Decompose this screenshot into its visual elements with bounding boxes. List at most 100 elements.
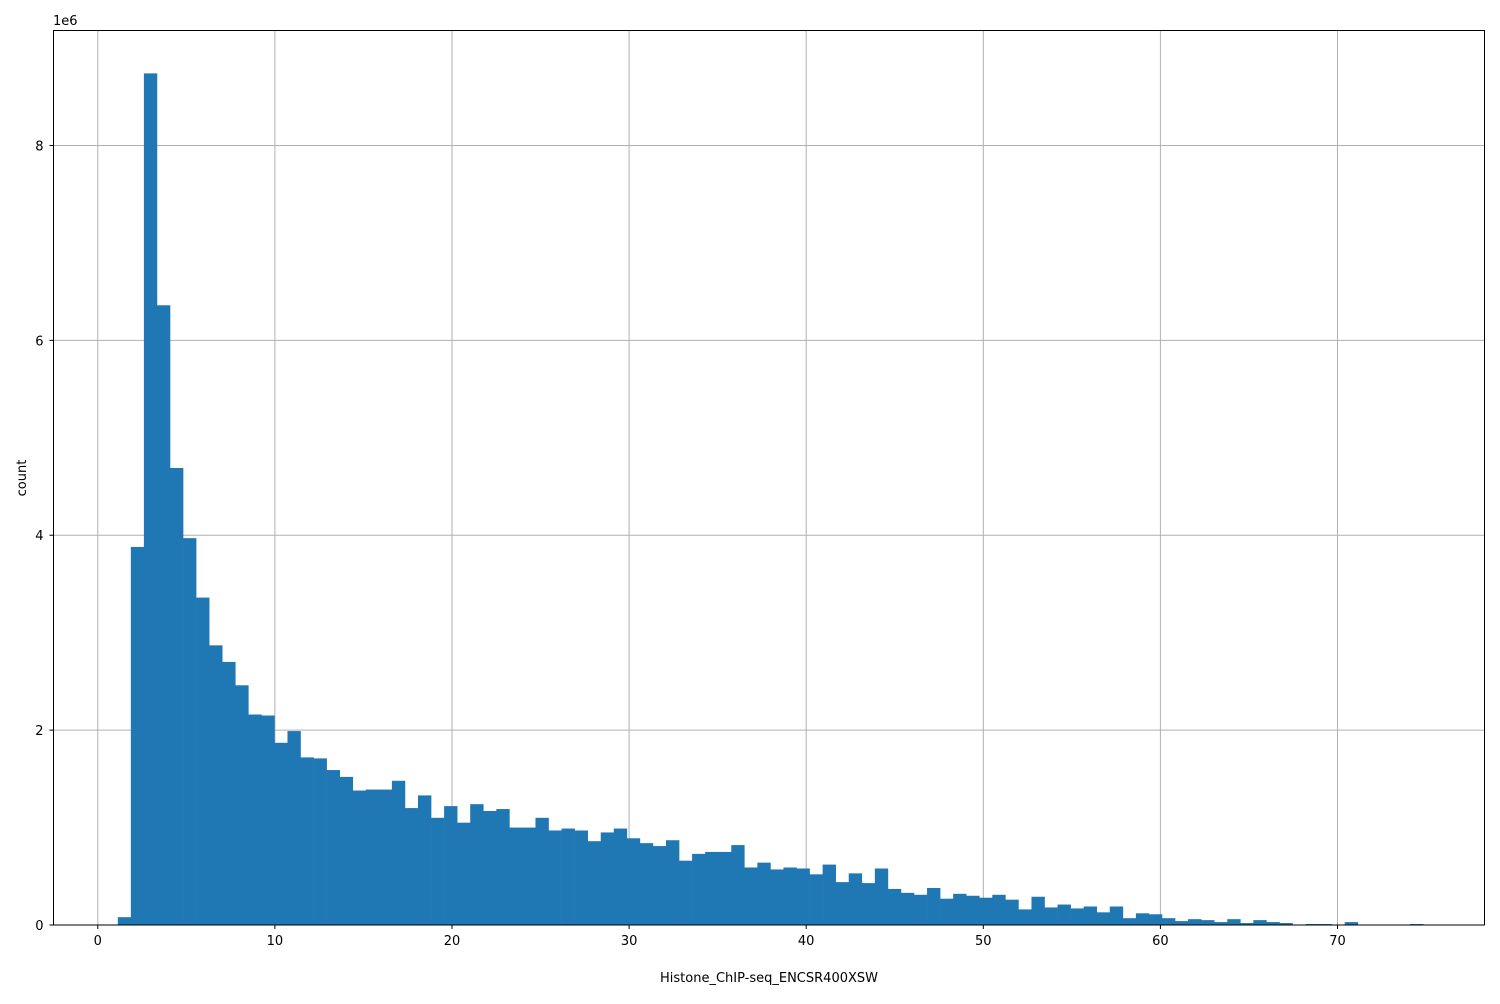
histogram-bar [1122, 918, 1137, 925]
histogram-bar [731, 845, 745, 925]
histogram-bar [156, 305, 171, 926]
histogram-bar [235, 685, 249, 925]
y-tick-label: 4 [35, 529, 43, 544]
histogram-bar [574, 830, 588, 925]
histogram-bar [391, 780, 406, 925]
x-tick-label: 30 [621, 934, 638, 949]
histogram-bar [300, 757, 314, 925]
histogram-bar [992, 894, 1006, 925]
histogram-bar [1109, 906, 1124, 925]
histogram-bar [1057, 904, 1071, 925]
histogram-bar [665, 840, 680, 925]
histogram-bar [1070, 908, 1084, 925]
histogram-bar [274, 742, 288, 925]
y-axis-ticks: 0 2 4 6 8 [35, 139, 54, 934]
x-tick-label: 70 [1329, 934, 1346, 949]
histogram-bar [417, 795, 432, 925]
histogram-bar [117, 917, 132, 925]
histogram-bar [1175, 921, 1189, 925]
y-tick-label: 8 [35, 139, 43, 154]
y-tick-label: 0 [35, 919, 43, 934]
histogram-bar [1240, 923, 1254, 925]
histogram-bar [692, 853, 706, 925]
histogram-bar [261, 715, 275, 925]
histogram-bar [1096, 912, 1111, 925]
y-offset-label: 1e6 [53, 14, 78, 29]
histogram-bar [1279, 923, 1293, 925]
histogram-bar [796, 868, 810, 925]
histogram-bar [130, 546, 145, 925]
histogram-bar [248, 714, 262, 925]
histogram-bar [652, 846, 667, 925]
histogram-bar [209, 645, 223, 925]
histogram-bar [1253, 920, 1267, 925]
histogram-bar [378, 789, 393, 925]
x-tick-label: 10 [267, 934, 284, 949]
histogram-bar [927, 887, 941, 925]
histogram-bar [457, 822, 471, 925]
histogram-bar [287, 731, 301, 925]
histogram-bar [483, 810, 497, 925]
histogram-bar [979, 897, 993, 925]
x-axis-label: Histone_ChIP-seq_ENCSR400XSW [660, 971, 878, 986]
histogram-bar [1201, 920, 1215, 925]
histogram-bar [600, 832, 615, 925]
histogram-bar [169, 468, 184, 925]
x-tick-label: 20 [444, 934, 461, 949]
histogram-bar [718, 851, 732, 925]
histogram-bar [613, 828, 628, 925]
histogram-bar [1135, 913, 1150, 925]
histogram-bar [509, 827, 523, 925]
histogram-bar [1083, 906, 1098, 925]
histogram-bar [913, 894, 928, 925]
histogram-bar [1044, 907, 1058, 925]
x-tick-label: 50 [975, 934, 992, 949]
histogram-bar [874, 868, 889, 925]
x-tick-label: 40 [798, 934, 815, 949]
histogram-bar [1148, 914, 1163, 925]
histogram-bar [822, 864, 836, 925]
y-tick-label: 2 [35, 724, 43, 739]
histogram-bar [143, 73, 158, 925]
histogram-bar [431, 817, 445, 925]
y-axis-label: count [15, 460, 30, 497]
histogram-bar [861, 883, 876, 925]
histogram-bar [900, 892, 915, 925]
histogram-bar [1344, 922, 1359, 925]
histogram-bar [639, 843, 654, 925]
histogram-bar [1266, 922, 1280, 925]
histogram-bar [809, 874, 823, 925]
histogram-bar [535, 817, 549, 925]
bars [117, 73, 1424, 926]
histogram-bar [770, 869, 784, 925]
histogram-bar [1214, 922, 1228, 925]
histogram-bar [744, 867, 758, 925]
histogram-bar [966, 895, 980, 925]
x-tick-label: 0 [94, 934, 102, 949]
histogram-bar [339, 776, 354, 925]
histogram-bar [783, 867, 797, 925]
histogram-bar [1161, 918, 1176, 925]
histogram-bar [522, 827, 536, 925]
histogram-bar [757, 862, 771, 925]
histogram-bar [848, 873, 863, 925]
histogram-bar [183, 538, 197, 925]
histogram-bar [313, 758, 327, 925]
histogram-bar [561, 828, 575, 925]
x-tick-label: 60 [1152, 934, 1169, 949]
plot-frame [53, 30, 1485, 926]
histogram-bar [196, 597, 210, 925]
histogram-bar [953, 893, 967, 925]
histogram-bar [940, 898, 954, 925]
histogram-bar [705, 851, 719, 925]
histogram-bar [222, 661, 236, 925]
histogram-bar [1227, 919, 1241, 925]
histogram-bar [404, 808, 419, 925]
histogram-bar [352, 790, 367, 925]
histogram-bar [496, 809, 510, 925]
histogram-bar [326, 770, 340, 925]
histogram-bar [365, 789, 380, 925]
histogram-bar [1188, 919, 1202, 925]
histogram-bar [679, 860, 693, 925]
